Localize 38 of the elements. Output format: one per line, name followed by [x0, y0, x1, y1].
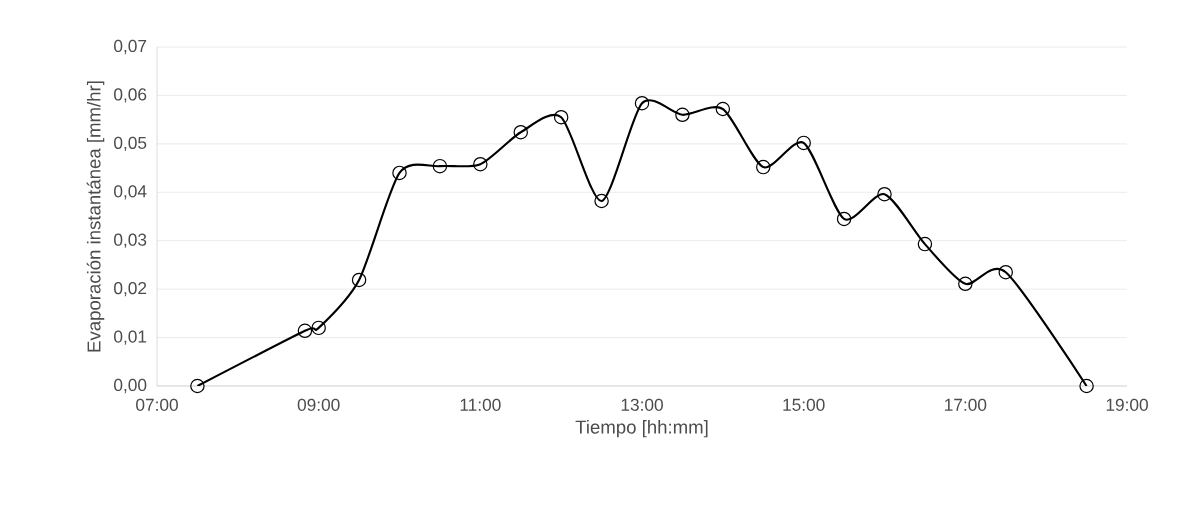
point [634, 95, 650, 111]
point [190, 378, 205, 394]
y-axis-title: Evaporación instantánea [mm/hr] [86, 81, 105, 352]
point [877, 186, 892, 202]
y-tick-label: 0,03 [114, 233, 147, 248]
point [351, 272, 367, 288]
point [756, 159, 771, 175]
point [513, 125, 528, 140]
point [675, 107, 690, 123]
x-tick-label: 11:00 [460, 398, 501, 411]
x-tick-label: 09:00 [297, 398, 340, 411]
x-tick-label: 07:00 [136, 398, 178, 411]
point [796, 135, 811, 151]
point [432, 158, 448, 174]
x-axis-title: Tiempo [hh:mm] [575, 420, 708, 438]
x-tick-label: 13:00 [621, 398, 663, 411]
point [473, 156, 488, 172]
point [392, 165, 407, 181]
point [553, 109, 569, 125]
y-tick-label: 0,04 [114, 185, 147, 200]
point [1079, 378, 1094, 394]
y-tick-label: 0,01 [114, 330, 147, 345]
point [958, 276, 973, 292]
point [836, 211, 852, 227]
y-tick-label: 0,05 [114, 136, 147, 151]
y-tick-label: 0,00 [114, 378, 147, 394]
x-tick-label: 19:00 [1106, 398, 1148, 411]
point [998, 264, 1013, 280]
y-tick-label: 0,07 [114, 39, 147, 55]
y-tick-label: 0,06 [114, 88, 147, 103]
point [311, 320, 326, 336]
x-tick-label: 15:00 [783, 398, 825, 411]
point [297, 323, 313, 339]
point [715, 101, 731, 117]
point [594, 193, 609, 209]
point [917, 236, 933, 252]
x-tick-label: 17:00 [945, 398, 987, 411]
y-tick-label: 0,02 [114, 282, 147, 297]
